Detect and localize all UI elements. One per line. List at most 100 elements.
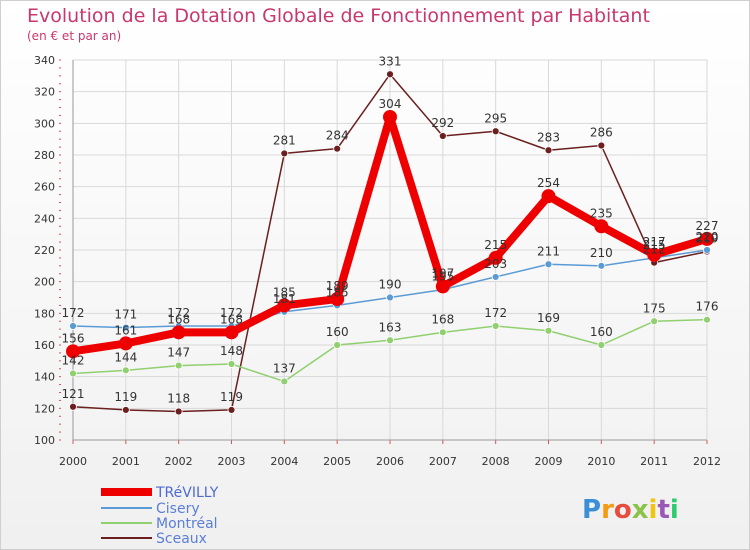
x-tick-label: 2007 xyxy=(429,455,457,468)
data-label: 148 xyxy=(220,344,243,358)
data-label: 181 xyxy=(273,292,296,306)
y-tick-label: 200 xyxy=(34,276,55,289)
data-point xyxy=(224,325,239,340)
x-tick-label: 2009 xyxy=(535,455,563,468)
data-point xyxy=(280,377,289,386)
data-label: 119 xyxy=(220,390,243,404)
data-point xyxy=(69,322,77,330)
data-label: 172 xyxy=(62,306,85,320)
y-tick-label: 220 xyxy=(34,244,55,257)
data-point xyxy=(330,292,345,307)
y-tick-label: 320 xyxy=(34,86,55,99)
data-label: 286 xyxy=(590,126,613,140)
series-group xyxy=(66,70,714,416)
data-point xyxy=(700,231,714,246)
data-label: 137 xyxy=(273,361,296,375)
x-tick-label: 2001 xyxy=(112,455,140,468)
data-label: 219 xyxy=(696,232,719,246)
x-tick-label: 2006 xyxy=(376,455,404,468)
data-label: 121 xyxy=(62,387,85,401)
data-label: 189 xyxy=(326,279,349,293)
data-point xyxy=(386,293,394,302)
data-point xyxy=(541,189,556,204)
data-label: 220 xyxy=(696,230,719,244)
data-label: 295 xyxy=(484,111,507,125)
x-tick-label: 2005 xyxy=(323,455,351,468)
data-label: 171 xyxy=(114,308,137,322)
data-point xyxy=(491,273,500,281)
data-label: 284 xyxy=(326,129,349,143)
y-tick-label: 260 xyxy=(34,181,55,194)
y-tick-label: 180 xyxy=(34,307,55,320)
data-label: 203 xyxy=(484,257,507,271)
data-label: 235 xyxy=(590,206,613,220)
data-label: 144 xyxy=(114,350,137,364)
data-point xyxy=(69,369,77,378)
data-label: 119 xyxy=(114,390,137,404)
data-point xyxy=(597,261,606,270)
data-label: 215 xyxy=(643,238,666,252)
data-label: 161 xyxy=(114,323,137,337)
y-tick-label: 300 xyxy=(34,117,55,130)
data-point xyxy=(280,149,289,158)
data-point xyxy=(491,127,500,136)
data-label: 160 xyxy=(326,325,349,339)
data-point xyxy=(333,144,342,153)
y-tick-label: 100 xyxy=(34,434,55,447)
x-tick-label: 2000 xyxy=(59,455,87,468)
x-tick-label: 2012 xyxy=(693,455,721,468)
data-label: 172 xyxy=(484,306,507,320)
data-point xyxy=(277,298,292,313)
data-label: 168 xyxy=(167,312,190,326)
data-label: 217 xyxy=(643,235,666,249)
data-point xyxy=(597,341,606,349)
data-label: 215 xyxy=(484,238,507,252)
data-label: 292 xyxy=(431,116,454,130)
data-point xyxy=(227,360,236,368)
logo-letter: r xyxy=(601,495,614,525)
data-point xyxy=(703,246,711,254)
data-label: 169 xyxy=(537,311,560,325)
data-point xyxy=(118,336,133,351)
x-tick-label: 2003 xyxy=(218,455,246,468)
data-label: 283 xyxy=(537,130,560,144)
data-label: 331 xyxy=(379,54,402,68)
data-label: 210 xyxy=(590,246,613,260)
data-point xyxy=(438,328,447,337)
x-tick-label: 2008 xyxy=(482,455,510,468)
y-tick-label: 240 xyxy=(34,212,55,225)
y-tick-label: 120 xyxy=(34,402,55,415)
data-label: 254 xyxy=(537,176,560,190)
data-point xyxy=(386,336,394,345)
data-point xyxy=(438,132,447,140)
legend-label: Montréal xyxy=(156,516,218,532)
proxiti-logo: Proxiti xyxy=(582,495,679,525)
logo-letter: x xyxy=(632,495,649,525)
data-point xyxy=(174,407,183,416)
data-point xyxy=(69,402,77,411)
legend-label: TRéVILLY xyxy=(155,485,219,501)
data-point xyxy=(121,366,130,375)
logo-letter: t xyxy=(657,495,669,525)
logo-letter: P xyxy=(582,495,601,525)
logo-letter: o xyxy=(614,495,632,525)
data-point xyxy=(650,317,659,326)
data-label: 211 xyxy=(537,244,560,258)
y-tick-label: 340 xyxy=(34,54,55,67)
data-point xyxy=(383,110,397,124)
data-label: 160 xyxy=(590,325,613,339)
data-point xyxy=(66,344,80,359)
data-label: 163 xyxy=(379,320,402,334)
data-point xyxy=(544,146,553,155)
logo-text: Proxiti xyxy=(582,495,679,525)
data-point xyxy=(227,406,236,414)
x-tick-label: 2002 xyxy=(165,455,193,468)
data-label: 156 xyxy=(62,331,85,345)
data-label: 185 xyxy=(273,285,296,299)
legend-label: Cisery xyxy=(156,501,200,517)
data-label: 195 xyxy=(431,270,454,284)
data-label: 175 xyxy=(643,301,666,315)
